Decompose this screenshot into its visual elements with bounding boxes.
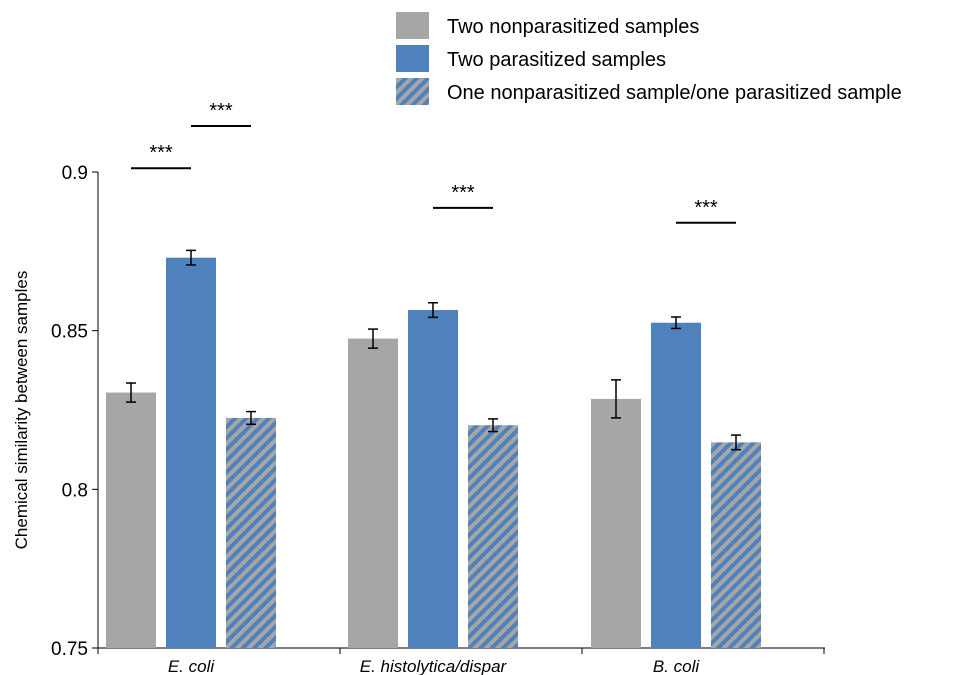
error-bar-1-2 <box>671 316 681 330</box>
error-bars <box>126 249 741 451</box>
legend-swatch-1 <box>396 45 429 72</box>
bars <box>106 257 761 648</box>
legend: Two nonparasitized samples Two parasitize… <box>396 12 902 105</box>
bar-2-0 <box>226 417 276 648</box>
significance-label-0: *** <box>149 142 173 164</box>
significance-label-1: *** <box>209 100 233 122</box>
bar-0-2 <box>591 398 641 648</box>
axes: 0.75 0.8 0.85 0.9 E. coli E. histolytica/disp… <box>51 163 825 675</box>
error-bar-0-0 <box>126 382 136 403</box>
bar-1-1 <box>408 310 458 648</box>
y-axis-label: Chemical similarity between samples <box>12 271 31 550</box>
y-tick-label-0: 0.75 <box>51 639 88 660</box>
error-bar-0-1 <box>368 328 378 349</box>
x-tick-label-1: E. histolytica/dispar <box>360 657 508 675</box>
legend-swatch-2 <box>396 78 429 105</box>
y-tick-label-3: 0.9 <box>62 163 88 184</box>
bar-1-0 <box>166 257 216 648</box>
error-bar-1-1 <box>428 301 438 319</box>
significance-label-3: *** <box>694 197 718 219</box>
bar-1-2 <box>651 322 701 648</box>
bar-2-1 <box>468 425 518 648</box>
bar-2-2 <box>711 442 761 648</box>
significance-markers: *** *** *** *** <box>131 100 736 224</box>
legend-label-2: One nonparasitized sample/one parasitize… <box>447 82 902 104</box>
error-bar-0-2 <box>611 379 621 419</box>
error-bar-2-0 <box>246 410 256 426</box>
x-tick-label-0: E. coli <box>168 657 216 675</box>
error-bar-2-2 <box>731 434 741 451</box>
legend-label-1: Two parasitized samples <box>447 49 666 71</box>
significance-label-2: *** <box>451 182 475 204</box>
y-tick-label-2: 0.85 <box>51 322 88 343</box>
legend-swatch-0 <box>396 12 429 39</box>
bar-0-1 <box>348 338 398 648</box>
error-bar-1-0 <box>186 249 196 266</box>
y-tick-label-1: 0.8 <box>62 480 88 501</box>
bar-0-0 <box>106 392 156 648</box>
error-bar-2-1 <box>488 418 498 433</box>
legend-label-0: Two nonparasitized samples <box>447 16 699 38</box>
x-tick-label-2: B. coli <box>653 657 701 675</box>
